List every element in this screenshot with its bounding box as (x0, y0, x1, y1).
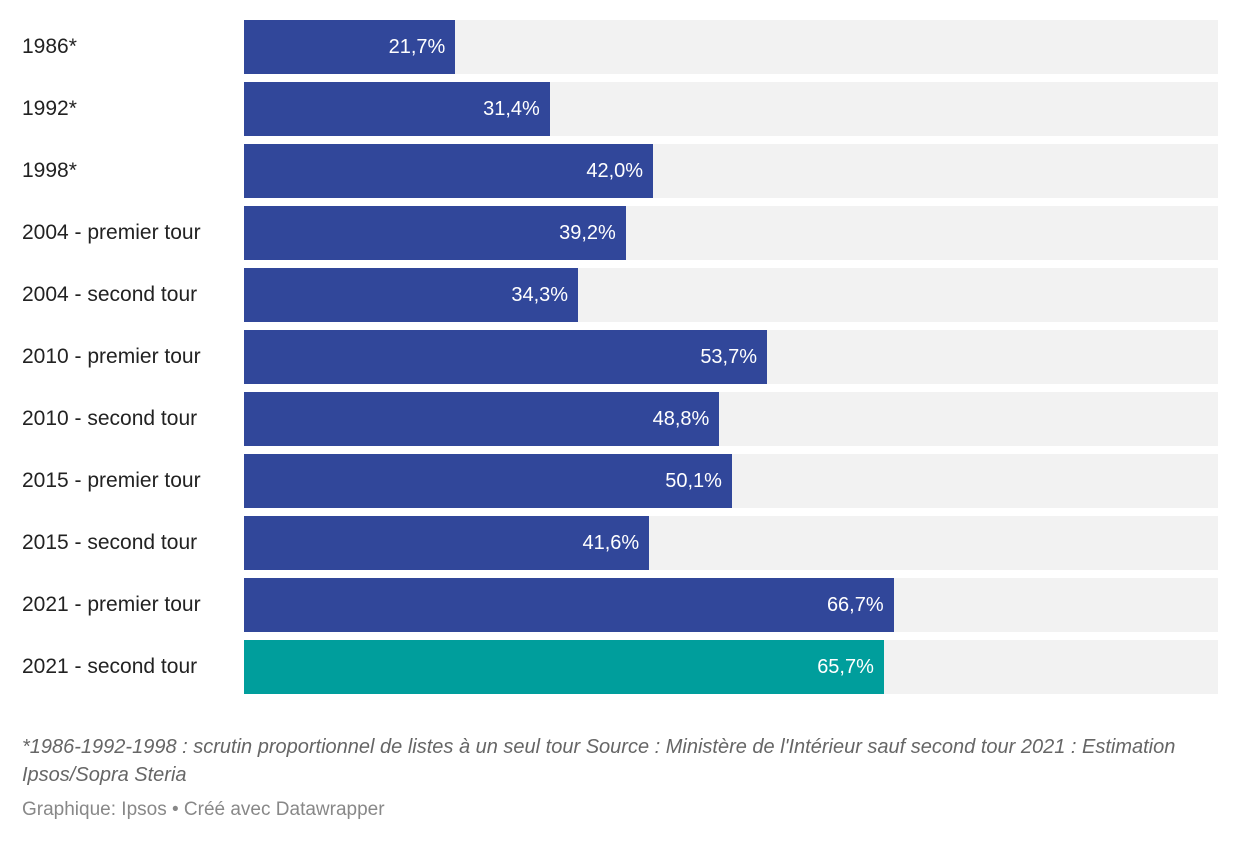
category-label: 2015 - second tour (22, 531, 198, 554)
bar: 65,7% (244, 640, 884, 694)
bar-track: 66,7% (244, 578, 1218, 632)
bar: 50,1% (244, 454, 732, 508)
bar: 66,7% (244, 578, 894, 632)
bar-row: 2004 - premier tour 39,2% (0, 206, 1240, 260)
bar: 41,6% (244, 516, 650, 570)
value-label: 42,0% (586, 160, 644, 182)
category-label: 2004 - premier tour (22, 221, 201, 244)
bar-chart: 1986* 21,7% 1992* 31,4% 1998* 42,0% 2004 - pre… (0, 20, 1240, 694)
bar-row: 1992* 31,4% (0, 82, 1240, 136)
bar-track: 48,8% (244, 392, 1218, 446)
category-label: 2021 - second tour (22, 655, 198, 678)
bar: 48,8% (244, 392, 720, 446)
bar-track: 21,7% (244, 20, 1218, 74)
value-label: 50,1% (665, 470, 722, 492)
value-label: 21,7% (388, 36, 446, 58)
chart-notes: *1986-1992-1998 : scrutin proportionnel … (22, 736, 1176, 786)
value-label: 39,2% (559, 222, 616, 244)
category-label: 2015 - premier tour (22, 469, 201, 492)
bar-track: 41,6% (244, 516, 1218, 570)
bar: 39,2% (244, 206, 626, 260)
value-label: 41,6% (582, 532, 640, 554)
bar-row: 2010 - premier tour 53,7% (0, 330, 1240, 384)
bar: 53,7% (244, 330, 768, 384)
bar-track: 34,3% (244, 268, 1218, 322)
value-label: 66,7% (826, 594, 884, 616)
category-label: 1992* (22, 97, 77, 120)
value-label: 53,7% (700, 346, 758, 368)
bar-track: 39,2% (244, 206, 1218, 260)
category-label: 1986* (22, 35, 77, 58)
value-label: 34,3% (511, 284, 569, 306)
bar-row: 2004 - second tour 34,3% (0, 268, 1240, 322)
bar-track: 65,7% (244, 640, 1218, 694)
bar-track: 42,0% (244, 144, 1218, 198)
bar-row: 2015 - premier tour 50,1% (0, 454, 1240, 508)
bar: 34,3% (244, 268, 579, 322)
bar-row: 2015 - second tour 41,6% (0, 516, 1240, 570)
category-label: 2010 - premier tour (22, 345, 201, 368)
value-label: 48,8% (652, 408, 710, 430)
category-label: 1998* (22, 159, 77, 182)
category-label: 2004 - second tour (22, 283, 198, 306)
chart-credit: Graphique: Ipsos • Créé avec Datawrapper (22, 799, 385, 820)
bar-row: 1986* 21,7% (0, 20, 1240, 74)
value-label: 31,4% (483, 98, 540, 120)
bar-track: 31,4% (244, 82, 1218, 136)
bar-track: 50,1% (244, 454, 1218, 508)
bar-row: 1998* 42,0% (0, 144, 1240, 198)
bar: 21,7% (244, 20, 456, 74)
category-label: 2021 - premier tour (22, 593, 201, 616)
bar: 31,4% (244, 82, 550, 136)
bar-row: 2010 - second tour 48,8% (0, 392, 1240, 446)
bar-track: 53,7% (244, 330, 1218, 384)
value-label: 65,7% (817, 656, 874, 678)
category-label: 2010 - second tour (22, 407, 198, 430)
bar-row: 2021 - second tour 65,7% (0, 640, 1240, 694)
bar-row: 2021 - premier tour 66,7% (0, 578, 1240, 632)
bar: 42,0% (244, 144, 654, 198)
